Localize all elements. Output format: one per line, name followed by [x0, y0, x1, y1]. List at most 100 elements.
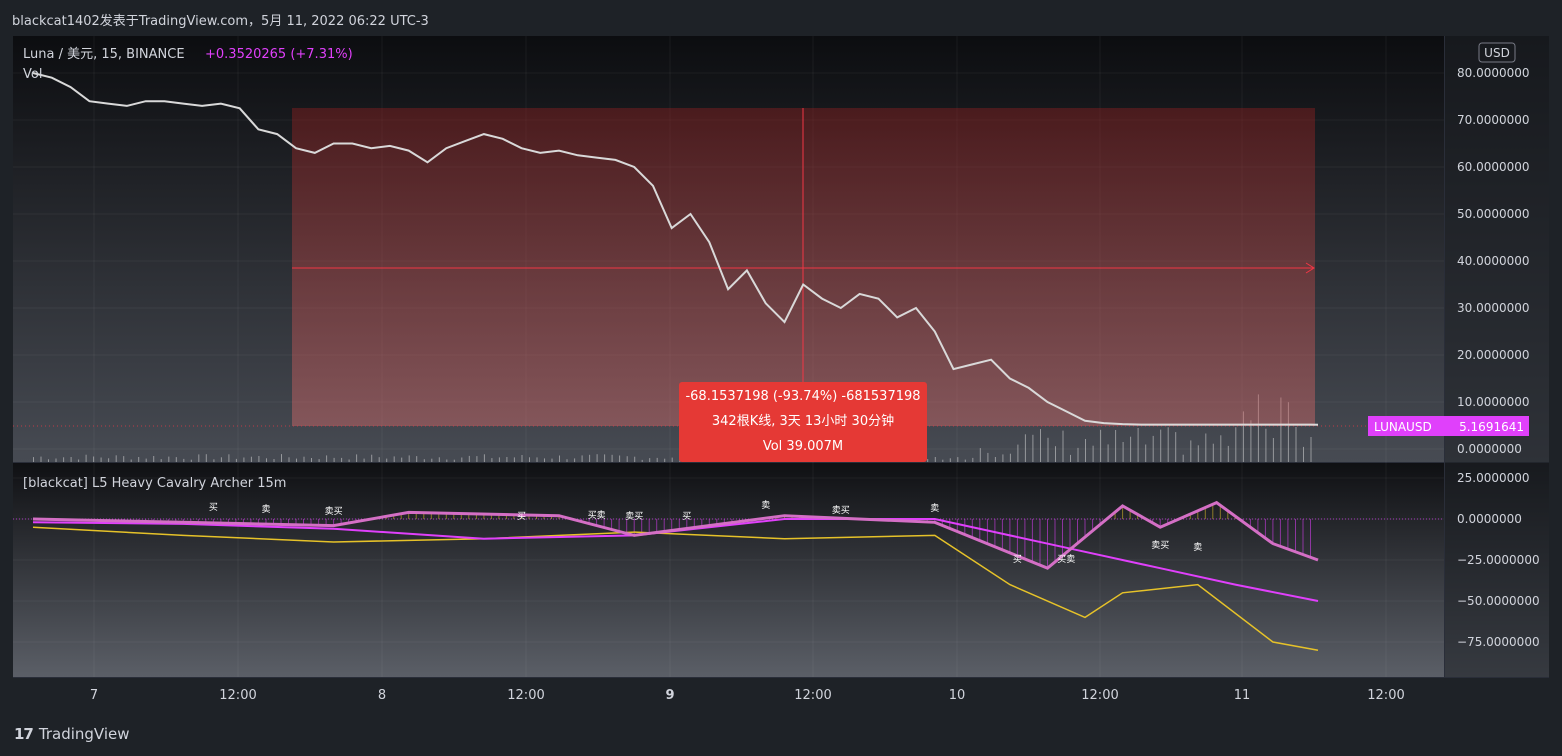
volume-bar [529, 457, 530, 462]
volume-bar [408, 455, 410, 462]
price-tick-label: 80.0000000 [1457, 66, 1530, 80]
volume-bar [979, 448, 981, 462]
volume-bar [393, 456, 395, 462]
volume-bar [258, 456, 260, 462]
volume-bar [994, 457, 996, 462]
volume-bar [1257, 394, 1259, 462]
price-tick-label: 70.0000000 [1457, 113, 1530, 127]
volume-bar [1092, 445, 1094, 462]
volume-bar [220, 457, 222, 462]
signal-marker: 买 [1013, 554, 1022, 565]
volume-bar [273, 459, 275, 462]
volume-bar [1077, 447, 1079, 462]
signal-marker: 买卖 [588, 510, 606, 521]
volume-bar [100, 457, 102, 462]
signal-marker: 买 [517, 511, 526, 522]
time-tick-label: 10 [949, 688, 966, 703]
indicator-series: 买卖卖买买买卖 卖买 买卖 卖买 卖买 买卖卖买卖 [13, 500, 1444, 651]
last-price-tag-symbol: LUNAUSD [1374, 420, 1432, 434]
volume-bar [581, 455, 583, 462]
volume-bar [198, 454, 200, 462]
volume-bar [468, 455, 470, 462]
time-axis-area [13, 678, 1549, 711]
volume-bar [348, 459, 350, 462]
volume-bar [33, 457, 34, 462]
volume-bar [513, 457, 515, 462]
volume-bar [333, 457, 335, 462]
volume-bar [40, 456, 42, 462]
volume-bar [1145, 444, 1147, 462]
volume-bar [461, 457, 463, 462]
volume-bar [1287, 402, 1289, 462]
indicator-signal-line [32, 518, 1319, 602]
volume-bar [438, 457, 440, 462]
tradingview-logo[interactable]: 17 TradingView [14, 725, 130, 743]
volume-bar [123, 456, 125, 462]
volume-bar [371, 454, 373, 462]
price-tick-label: 10.0000000 [1457, 395, 1530, 409]
volume-bar [476, 456, 478, 462]
indicator-tick-label: −25.0000000 [1457, 553, 1540, 567]
signal-marker: 卖 [761, 500, 770, 511]
signal-marker: 卖买 [832, 505, 850, 516]
signal-marker: 卖 [1193, 542, 1202, 553]
currency-button-label: USD [1484, 46, 1510, 60]
time-axis: 7 12:00 8 12:00 9 12:00 10 12:00 11 12:00 [90, 688, 1405, 703]
volume-bar [138, 457, 140, 462]
volume-bar [1220, 435, 1222, 462]
volume-bar [1160, 429, 1162, 462]
indicator-yellow-line [32, 526, 1319, 651]
volume-bar [1122, 442, 1124, 462]
volume-bar [1130, 436, 1132, 462]
volume-bar [70, 457, 72, 462]
volume-bar [656, 457, 658, 462]
volume-bar [1175, 432, 1177, 462]
legend-symbol[interactable]: Luna / 美元, 15, BINANCE [23, 47, 185, 62]
time-tick-label: 12:00 [507, 688, 544, 703]
volume-bar [1190, 440, 1192, 462]
indicator-title[interactable]: [blackcat] L5 Heavy Cavalry Archer 15m [23, 476, 286, 491]
volume-bar [453, 459, 455, 462]
volume-bar [1032, 434, 1034, 462]
price-tick-label: 40.0000000 [1457, 254, 1530, 268]
time-tick-label: 12:00 [794, 688, 831, 703]
tradingview-logo-text: TradingView [38, 725, 130, 743]
price-series [32, 72, 1319, 426]
volume-bar [544, 458, 545, 462]
signal-marker: 买 [682, 511, 691, 522]
volume-bar [63, 457, 65, 462]
volume-bar [536, 457, 538, 462]
volume-bar [356, 454, 358, 462]
volume-bar [1227, 445, 1229, 462]
volume-bar [386, 458, 388, 462]
measure-arrow-head [1305, 262, 1315, 274]
volume-bar [1212, 443, 1214, 462]
volume-bar [483, 454, 485, 462]
volume-bar [1107, 444, 1109, 462]
volume-bar [1152, 435, 1154, 462]
measure-info-box [679, 382, 927, 462]
tradingview-logo-icon: 17 [14, 725, 34, 743]
volume-bar [108, 458, 110, 462]
currency-button[interactable] [1478, 42, 1516, 63]
volume-bar [48, 459, 49, 462]
volume-bar [1265, 428, 1267, 462]
volume-bar [228, 454, 230, 462]
volume-bar [446, 459, 448, 462]
volume-bar [1182, 454, 1184, 462]
volume-bar [311, 458, 312, 462]
volume-bar [115, 455, 117, 462]
measure-info-change: -68.1537198 (-93.74%) -681537198 [685, 389, 920, 404]
volume-bar [574, 458, 576, 462]
volume-bar [566, 459, 568, 462]
volume-bar [423, 459, 425, 462]
volume-bar [401, 457, 403, 462]
legend-volume-label[interactable]: Vol [23, 67, 42, 82]
indicator-tick-label: −75.0000000 [1457, 635, 1540, 649]
volume-bar [1062, 430, 1064, 462]
volume-bar [934, 457, 936, 462]
volume-bar [1115, 430, 1117, 462]
volume-bar [551, 458, 553, 462]
volume-bar [671, 457, 673, 462]
volume-bar [1009, 453, 1011, 462]
